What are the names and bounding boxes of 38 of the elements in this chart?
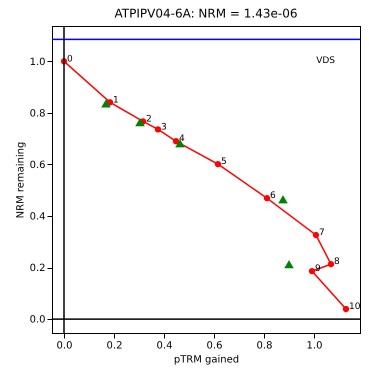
point — [214, 161, 222, 168]
annotation: 1 — [113, 95, 119, 106]
annotation: 7 — [319, 228, 325, 238]
annotation: 3 — [161, 122, 167, 132]
point — [308, 268, 316, 274]
annotation: 8 — [334, 257, 340, 268]
y-tick-label: 0.2 — [30, 263, 46, 274]
chart-title: ATPIPV04-6A: NRM = 1.43e-06 — [114, 6, 298, 20]
point — [135, 118, 145, 126]
y-tick-label: 1.0 — [30, 56, 46, 68]
point — [101, 99, 111, 108]
x-tick-label: 0.6 — [206, 340, 222, 352]
y-tick-label: 0.0 — [30, 314, 46, 326]
point — [328, 261, 334, 268]
annotation: 4 — [179, 134, 185, 144]
point — [264, 195, 270, 202]
annotation: 10 — [349, 302, 361, 312]
annotation: 5 — [221, 157, 227, 168]
y-tick-label: 0.8 — [30, 108, 46, 120]
point — [278, 195, 288, 204]
y-axis-title: NRM remaining — [16, 142, 27, 218]
point — [284, 260, 294, 268]
x-tick-label: 0.2 — [106, 340, 122, 352]
x-axis-title: pTRM gained — [174, 354, 240, 366]
annotation: 0 — [67, 54, 73, 64]
x-tick-label: 0.4 — [156, 340, 172, 352]
point — [342, 306, 350, 312]
y-tick-label: 0.6 — [30, 160, 46, 171]
x-tick-label: 0.0 — [56, 340, 72, 352]
y-tick-label: 0.4 — [30, 211, 46, 222]
x-tick-label: 0.8 — [256, 340, 272, 352]
point — [172, 138, 180, 144]
point — [312, 232, 320, 238]
annotation: VDS — [316, 56, 336, 66]
annotation: 2 — [146, 114, 152, 124]
annotation: 6 — [270, 191, 276, 202]
x-tick-label: 1.0 — [306, 340, 322, 352]
point — [154, 126, 162, 133]
